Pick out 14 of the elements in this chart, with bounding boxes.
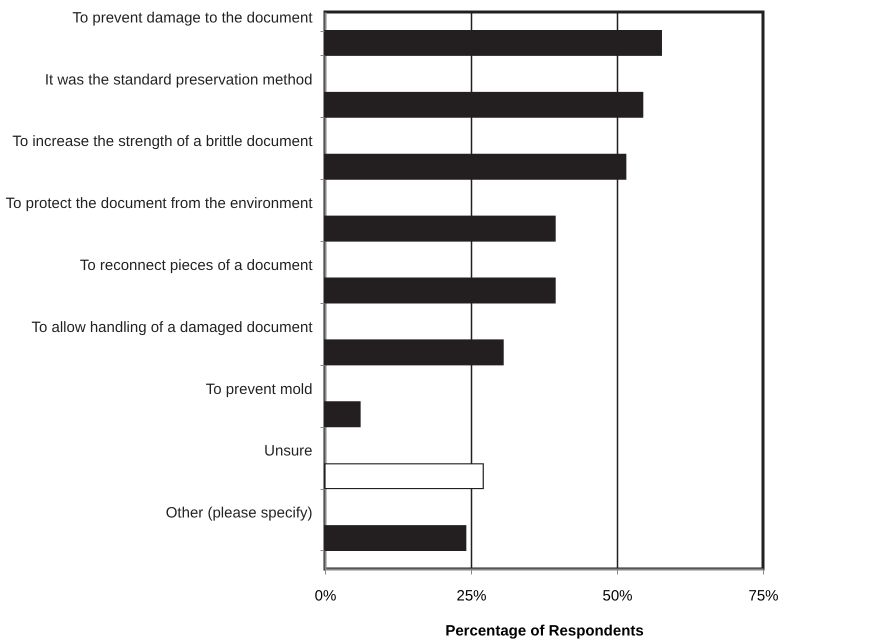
y-tick-label: To prevent mold <box>206 380 312 398</box>
x-axis-title: Percentage of Respondents <box>445 622 644 640</box>
x-tick-label: 25% <box>456 588 487 604</box>
y-tick-label: To protect the document from the environment <box>6 195 314 212</box>
y-tick-label: Unsure <box>264 442 312 460</box>
y-tick-label: To increase the strength of a brittle document <box>12 133 314 150</box>
x-tick-label: 0% <box>314 588 336 604</box>
x-tick-label: 50% <box>602 588 633 604</box>
y-tick-label: To reconnect pieces of a document <box>80 257 314 274</box>
y-tick-label: To prevent damage to the document <box>72 9 314 26</box>
x-tick-label: 75% <box>748 588 779 604</box>
y-tick-label: Other (please specify) <box>166 504 312 522</box>
y-tick-label: To allow handling of a damaged document <box>31 318 314 336</box>
y-tick-label: It was the standard preservation method <box>44 71 312 88</box>
